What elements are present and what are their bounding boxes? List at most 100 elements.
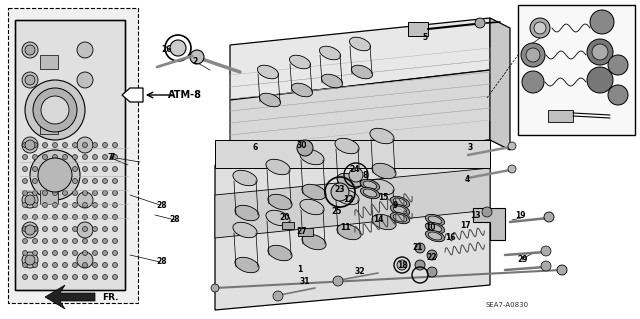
Circle shape — [83, 226, 88, 232]
Circle shape — [22, 179, 28, 183]
Circle shape — [415, 260, 425, 270]
Circle shape — [72, 154, 77, 160]
Text: ATM-8: ATM-8 — [168, 90, 202, 100]
Bar — [548, 110, 573, 122]
Ellipse shape — [393, 206, 407, 214]
Circle shape — [42, 214, 47, 219]
Text: 29: 29 — [603, 85, 613, 91]
Circle shape — [52, 179, 58, 183]
Text: 24: 24 — [349, 166, 360, 174]
Ellipse shape — [289, 55, 310, 69]
Circle shape — [72, 263, 77, 268]
Circle shape — [63, 250, 67, 256]
Text: 27: 27 — [297, 227, 307, 236]
Circle shape — [33, 214, 38, 219]
Bar — [8, 8, 138, 303]
Circle shape — [33, 143, 38, 147]
Ellipse shape — [233, 222, 257, 238]
Text: 7: 7 — [108, 153, 113, 162]
Circle shape — [93, 179, 97, 183]
Circle shape — [63, 226, 67, 232]
Text: 19: 19 — [515, 211, 525, 219]
Circle shape — [521, 43, 545, 67]
Circle shape — [93, 239, 97, 243]
Circle shape — [113, 167, 118, 172]
Ellipse shape — [390, 196, 410, 208]
Circle shape — [63, 239, 67, 243]
Ellipse shape — [291, 83, 312, 97]
Circle shape — [22, 42, 38, 58]
Ellipse shape — [321, 74, 342, 88]
Bar — [282, 222, 294, 229]
Text: 7: 7 — [109, 153, 115, 162]
Text: 2: 2 — [193, 57, 198, 66]
Circle shape — [102, 179, 108, 183]
Circle shape — [42, 226, 47, 232]
Circle shape — [211, 284, 219, 292]
Text: 17: 17 — [610, 105, 620, 111]
Circle shape — [83, 214, 88, 219]
Circle shape — [273, 291, 283, 301]
Circle shape — [42, 239, 47, 243]
Polygon shape — [122, 88, 143, 102]
Circle shape — [170, 40, 186, 56]
Circle shape — [541, 246, 551, 256]
Circle shape — [93, 190, 97, 196]
Text: 26: 26 — [162, 46, 172, 55]
Circle shape — [83, 143, 88, 147]
Ellipse shape — [370, 128, 394, 144]
Circle shape — [102, 203, 108, 207]
Text: 30: 30 — [297, 140, 307, 150]
Text: 1: 1 — [298, 265, 303, 275]
Circle shape — [534, 22, 546, 34]
Circle shape — [102, 275, 108, 279]
Circle shape — [52, 190, 58, 196]
Circle shape — [83, 250, 88, 256]
Ellipse shape — [335, 138, 359, 154]
Text: 29: 29 — [518, 256, 528, 264]
Circle shape — [102, 214, 108, 219]
Circle shape — [42, 190, 47, 196]
Circle shape — [72, 167, 77, 172]
Circle shape — [33, 190, 38, 196]
Circle shape — [25, 255, 35, 265]
Circle shape — [33, 154, 38, 160]
Ellipse shape — [337, 224, 361, 240]
Circle shape — [544, 212, 554, 222]
Circle shape — [113, 214, 118, 219]
Ellipse shape — [233, 170, 257, 186]
Circle shape — [541, 261, 551, 271]
Circle shape — [42, 143, 47, 147]
Circle shape — [22, 72, 38, 88]
Ellipse shape — [428, 216, 442, 224]
Ellipse shape — [337, 173, 361, 189]
Text: 32: 32 — [355, 268, 365, 277]
Ellipse shape — [364, 189, 377, 197]
Circle shape — [22, 239, 28, 243]
Circle shape — [52, 154, 58, 160]
Circle shape — [93, 250, 97, 256]
Polygon shape — [45, 285, 95, 309]
Circle shape — [63, 190, 67, 196]
Text: 11: 11 — [340, 224, 350, 233]
Circle shape — [475, 18, 485, 28]
Ellipse shape — [426, 230, 445, 242]
Ellipse shape — [302, 184, 326, 200]
Circle shape — [33, 226, 38, 232]
Text: SEA7-A0830: SEA7-A0830 — [485, 302, 529, 308]
Circle shape — [102, 226, 108, 232]
Text: 28: 28 — [170, 216, 180, 225]
Circle shape — [22, 154, 28, 160]
Circle shape — [113, 154, 118, 160]
Ellipse shape — [428, 224, 442, 232]
Text: 9: 9 — [392, 201, 397, 210]
Polygon shape — [230, 70, 490, 168]
Circle shape — [22, 192, 38, 208]
Circle shape — [102, 190, 108, 196]
Circle shape — [113, 203, 118, 207]
Circle shape — [526, 48, 540, 62]
Text: 8: 8 — [362, 170, 368, 180]
Circle shape — [33, 88, 77, 132]
Polygon shape — [473, 208, 505, 240]
Text: 17: 17 — [610, 19, 620, 25]
